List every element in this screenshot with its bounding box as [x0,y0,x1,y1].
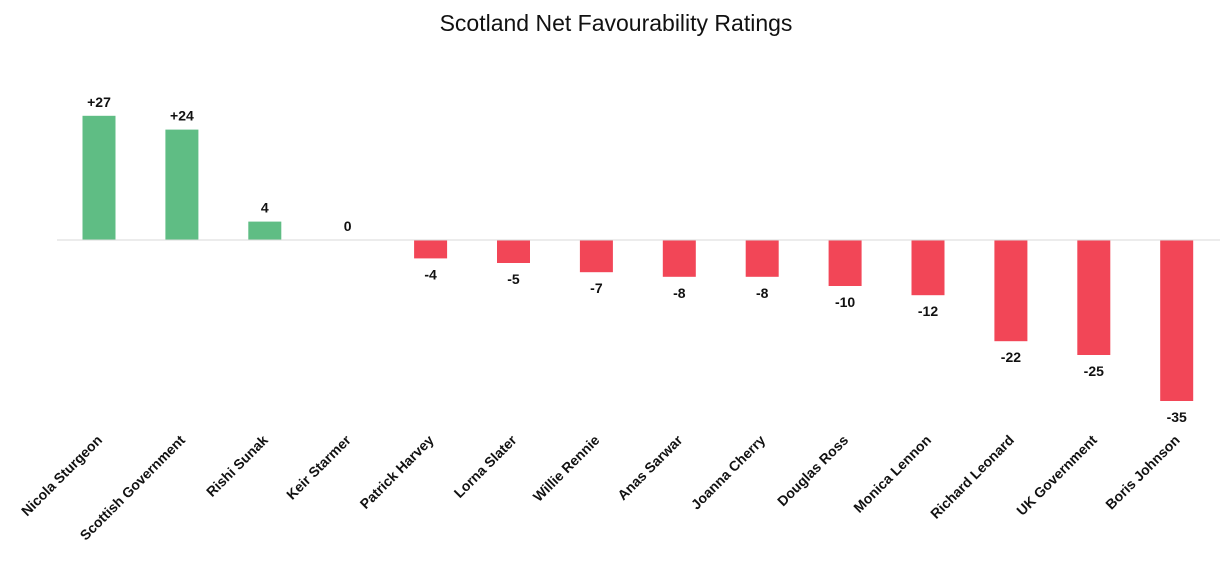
data-label-rishi-sunak: 4 [261,200,269,216]
data-label-keir-starmer: 0 [344,218,352,234]
bar-monica-lennon [911,240,945,296]
category-label-monica-lennon: Monica Lennon [850,432,934,516]
bar-patrick-harvey [414,240,448,259]
category-label-douglas-ross: Douglas Ross [774,432,851,509]
bar-uk-government [1077,240,1111,355]
data-label-monica-lennon: -12 [918,303,938,319]
data-label-patrick-harvey: -4 [424,266,437,282]
bar-nicola-sturgeon [82,115,116,240]
category-label-keir-starmer: Keir Starmer [283,431,354,502]
data-label-richard-leonard: -22 [1001,349,1021,365]
category-label-uk-government: UK Government [1013,432,1100,519]
category-label-boris-johnson: Boris Johnson [1102,432,1183,513]
bar-douglas-ross [828,240,862,286]
value-labels-layer: +27 +24 4 0 -4 -5 -7 -8 -8 -10 -12 -22 -25 -35 [87,94,1187,425]
category-label-rishi-sunak: Rishi Sunak [203,432,271,500]
bar-boris-johnson [1160,240,1194,401]
category-label-richard-leonard: Richard Leonard [927,432,1017,522]
data-label-willie-rennie: -7 [590,280,603,296]
bar-scottish-government [165,129,199,240]
data-label-boris-johnson: -35 [1167,409,1187,425]
bar-rishi-sunak [248,221,282,240]
bar-willie-rennie [579,240,613,273]
data-label-anas-sarwar: -8 [673,285,686,301]
bar-anas-sarwar [662,240,696,277]
data-label-nicola-sturgeon: +27 [87,94,111,110]
category-label-patrick-harvey: Patrick Harvey [357,432,437,512]
data-label-scottish-government: +24 [170,108,194,124]
category-label-lorna-slater: Lorna Slater [451,431,520,500]
bar-richard-leonard [994,240,1028,342]
data-label-uk-government: -25 [1084,363,1104,379]
data-label-lorna-slater: -5 [507,271,520,287]
bars-layer [82,115,1194,401]
category-label-willie-rennie: Willie Rennie [530,432,603,505]
category-label-anas-sarwar: Anas Sarwar [614,431,686,503]
category-label-nicola-sturgeon: Nicola Sturgeon [18,432,105,519]
data-label-douglas-ross: -10 [835,294,855,310]
bar-lorna-slater [497,240,530,263]
bar-joanna-cherry [745,240,779,277]
chart-title: Scotland Net Favourability Ratings [439,10,793,36]
category-label-joanna-cherry: Joanna Cherry [688,432,769,513]
data-label-joanna-cherry: -8 [756,285,769,301]
